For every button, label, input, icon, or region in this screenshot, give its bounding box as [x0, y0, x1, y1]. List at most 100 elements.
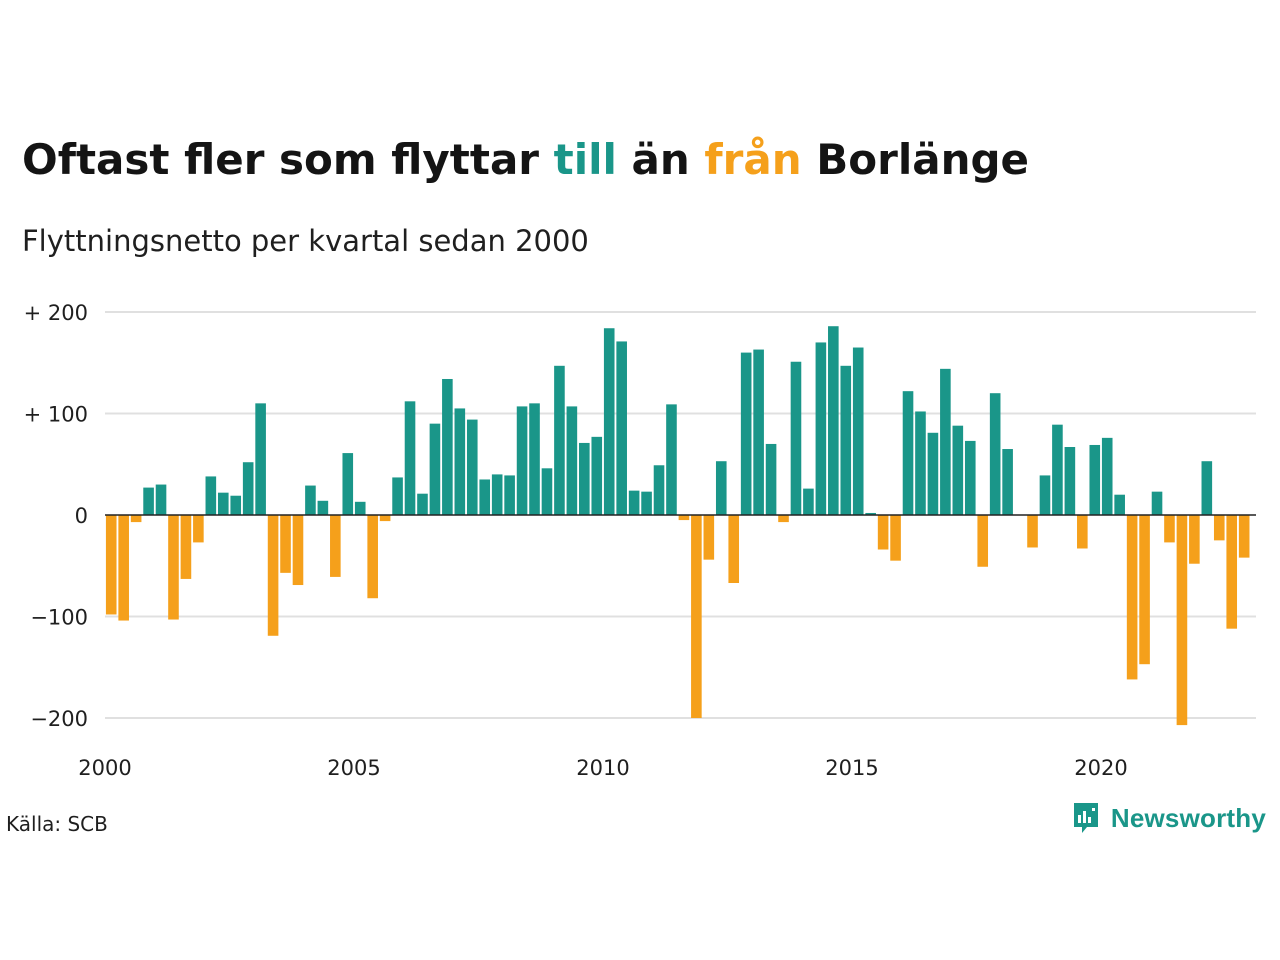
bar — [1114, 494, 1125, 515]
bar — [330, 515, 341, 577]
bar — [392, 477, 403, 515]
bar — [1213, 515, 1225, 541]
bar — [952, 425, 964, 515]
bar — [915, 411, 926, 515]
bar — [1164, 515, 1175, 543]
bar — [1039, 475, 1051, 515]
bar — [255, 403, 266, 515]
bar — [466, 419, 478, 515]
bar — [715, 461, 727, 515]
bar-chart: + 200 + 100 0 −100 −200 2000 2005 2010 2015 2020 — [24, 301, 1256, 780]
bar — [342, 453, 354, 515]
bar — [217, 492, 229, 515]
bar — [728, 515, 740, 583]
bar — [454, 408, 466, 515]
bar — [790, 361, 802, 515]
bar — [641, 491, 652, 515]
bar — [691, 515, 702, 718]
bar — [317, 500, 329, 515]
x-tick-label: 2015 — [825, 756, 878, 780]
bar — [890, 515, 901, 561]
bar — [566, 406, 578, 515]
title-part-3: Borlänge — [801, 135, 1030, 184]
bar — [529, 403, 540, 515]
bar — [429, 423, 441, 515]
newsworthy-logo: Newsworthy — [1071, 800, 1266, 836]
x-tick-label: 2010 — [576, 756, 629, 780]
title-part-2: än — [616, 135, 705, 184]
title-word-fran: från — [704, 135, 802, 184]
bar — [554, 365, 565, 515]
title-word-till: till — [553, 135, 617, 184]
bar — [591, 436, 603, 515]
bar — [155, 484, 167, 515]
bar — [579, 442, 590, 515]
bar — [267, 515, 279, 636]
x-tick-label: 2005 — [327, 756, 380, 780]
bar — [491, 474, 503, 515]
bar — [242, 462, 254, 515]
bar — [877, 515, 889, 550]
y-tick-label: −200 — [30, 707, 88, 731]
y-tick-label: 0 — [75, 504, 88, 528]
bar — [541, 468, 553, 515]
bar — [902, 391, 914, 515]
bar — [1052, 424, 1063, 515]
bar — [803, 488, 814, 515]
chart-subtitle: Flyttningsnetto per kvartal sedan 2000 — [22, 224, 589, 258]
bar — [852, 347, 864, 515]
bar — [205, 476, 217, 515]
bar — [442, 378, 453, 515]
bar — [1189, 515, 1200, 564]
bar — [977, 515, 989, 567]
bar — [1027, 515, 1038, 548]
bar — [628, 490, 640, 515]
newsworthy-icon — [1073, 803, 1098, 833]
bar — [1226, 515, 1238, 629]
bar — [516, 406, 528, 515]
bar — [828, 326, 839, 515]
bar — [1201, 461, 1213, 515]
bar — [479, 479, 491, 515]
bar — [1002, 449, 1013, 515]
bar — [193, 515, 204, 543]
bar — [703, 515, 715, 560]
bar — [504, 475, 515, 515]
bar — [1077, 515, 1088, 549]
bar — [940, 368, 951, 515]
bar — [740, 352, 752, 515]
bar — [653, 465, 665, 515]
bar — [180, 515, 192, 579]
bar — [603, 328, 615, 515]
bar — [118, 515, 129, 621]
bar — [989, 393, 1001, 515]
y-tick-label: + 100 — [24, 403, 88, 427]
source-note: Källa: SCB — [6, 812, 108, 836]
bar — [354, 501, 366, 515]
bar — [1176, 515, 1188, 726]
bar — [367, 515, 378, 599]
bar — [765, 443, 777, 515]
bar — [1126, 515, 1138, 680]
bar — [865, 512, 876, 515]
bar — [305, 485, 316, 515]
bar — [815, 342, 827, 515]
title-part-1: Oftast fler som flyttar — [22, 135, 554, 184]
bar — [1151, 491, 1163, 515]
bar — [143, 487, 154, 515]
x-tick-label: 2020 — [1074, 756, 1127, 780]
bar — [105, 515, 117, 615]
bar — [927, 432, 939, 515]
brand-name: Newsworthy — [1110, 802, 1266, 833]
bar — [230, 495, 242, 515]
bar — [666, 404, 677, 515]
bar — [616, 341, 627, 515]
bar — [292, 515, 304, 586]
bar — [379, 515, 391, 522]
bar — [778, 515, 789, 523]
bar — [1101, 437, 1113, 515]
bar — [964, 440, 976, 515]
bar — [1238, 515, 1250, 558]
y-tick-label: −100 — [30, 606, 88, 630]
bar — [1064, 447, 1076, 515]
